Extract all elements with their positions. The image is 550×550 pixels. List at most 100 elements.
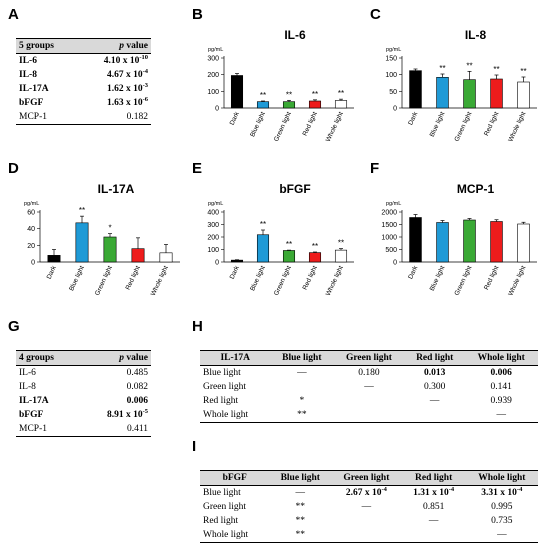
table-g-row-name: IL-17A bbox=[19, 396, 49, 406]
table-cell: 1.31 x 10-4 bbox=[413, 486, 455, 498]
table-a-row-value: 1.63 x 10-6 bbox=[106, 96, 148, 108]
significance-label: ** bbox=[79, 206, 85, 215]
table-a-row-value: 4.10 x 10-10 bbox=[103, 54, 148, 66]
chart-il6: IL-6 pg/mL 0 100 200 300 Dark ** Blue light ** Gre… bbox=[207, 28, 354, 143]
table-g: 4 groups p value IL-6 0.485 IL-8 0.082 IL-… bbox=[16, 350, 151, 437]
bar bbox=[517, 81, 530, 109]
table-h-col-header: Red light bbox=[404, 350, 465, 366]
table-h-col-header: IL-17A bbox=[200, 350, 271, 366]
table-a-header: 5 groups p value bbox=[16, 38, 151, 54]
table-row: IL-6 0.485 bbox=[16, 366, 151, 381]
table-g-row-name: MCP-1 bbox=[16, 422, 79, 437]
panel-label-f: F bbox=[370, 160, 380, 177]
significance-label: ** bbox=[439, 64, 445, 73]
table-row-label: Blue light bbox=[203, 368, 241, 378]
significance-label: ** bbox=[312, 90, 318, 99]
table-cell bbox=[333, 408, 405, 423]
table-a-row-value: 1.62 x 10-3 bbox=[106, 82, 148, 94]
x-tick-label: Whole light bbox=[325, 111, 345, 143]
panel-label-i: I bbox=[192, 438, 197, 455]
table-row: Red light * — 0.939 bbox=[200, 394, 538, 408]
significance-label: ** bbox=[338, 239, 344, 248]
x-tick-label: Green light bbox=[454, 111, 474, 143]
table-i-col-header: Whole light bbox=[465, 470, 538, 486]
table-cell bbox=[401, 528, 466, 543]
bar bbox=[230, 75, 244, 109]
y-tick-label: 100 bbox=[385, 72, 397, 79]
significance-label: ** bbox=[312, 242, 318, 251]
y-tick-label: 200 bbox=[207, 235, 219, 242]
bar bbox=[282, 101, 296, 109]
table-row: Green light ** — 0.851 0.995 bbox=[200, 500, 538, 514]
table-cell bbox=[331, 528, 402, 543]
table-h-header: IL-17A Blue light Green light Red light … bbox=[200, 350, 538, 366]
panel-label-b: B bbox=[192, 6, 203, 23]
table-row: bFGF 1.63 x 10-6 bbox=[16, 96, 151, 110]
x-tick-label: Dark bbox=[407, 110, 419, 126]
unit-label: pg/mL bbox=[386, 201, 401, 207]
table-g-row-value: 0.485 bbox=[126, 368, 148, 378]
significance-label: ** bbox=[338, 89, 344, 98]
significance-label: ** bbox=[260, 220, 266, 229]
x-tick-label: Green light bbox=[273, 111, 293, 143]
chart-title: bFGF bbox=[279, 182, 310, 196]
unit-label: pg/mL bbox=[386, 47, 401, 53]
table-cell: — bbox=[464, 408, 538, 423]
x-tick-label: Red light bbox=[302, 265, 319, 291]
bar bbox=[517, 223, 530, 263]
x-tick-label: Dark bbox=[229, 264, 241, 280]
table-cell: — bbox=[429, 396, 440, 406]
x-tick-label: Red light bbox=[483, 265, 500, 291]
x-tick-label: Whole light bbox=[507, 111, 527, 143]
y-tick-label: 100 bbox=[207, 247, 219, 254]
table-row: bFGF 8.91 x 10-5 bbox=[16, 408, 151, 422]
x-tick-label: Red light bbox=[125, 265, 142, 291]
x-tick-label: Green light bbox=[273, 265, 293, 297]
bar bbox=[256, 234, 270, 263]
unit-label: pg/mL bbox=[208, 201, 223, 207]
table-i-header: bFGF Blue light Green light Red light Wh… bbox=[200, 470, 538, 486]
x-tick-label: Blue light bbox=[249, 265, 267, 292]
table-row-label: Red light bbox=[203, 516, 239, 526]
y-tick-label: 150 bbox=[385, 56, 397, 63]
table-row: Red light ** — 0.735 bbox=[200, 514, 538, 528]
y-tick-label: 500 bbox=[385, 247, 397, 254]
table-row-label: Whole light bbox=[200, 408, 271, 423]
table-cell: — bbox=[364, 382, 374, 392]
bar bbox=[463, 219, 476, 263]
panel-label-h: H bbox=[192, 318, 203, 335]
table-cell: — bbox=[361, 502, 372, 512]
table-i-col-header: Green light bbox=[331, 470, 402, 486]
table-cell bbox=[404, 408, 465, 423]
chart-mcp1: MCP-1 pg/mL 0 500 1000 1500 2000 Dark Blue light… bbox=[381, 182, 537, 297]
bar bbox=[308, 100, 322, 109]
table-g-row-name: IL-8 bbox=[19, 382, 36, 392]
y-tick-label: 300 bbox=[207, 222, 219, 229]
table-cell: 0.006 bbox=[490, 368, 512, 378]
significance-label: ** bbox=[260, 91, 266, 100]
table-g-header-p: p value bbox=[78, 350, 151, 366]
table-g-header-group: 4 groups bbox=[16, 350, 79, 366]
table-g-row-name: bFGF bbox=[19, 410, 44, 420]
table-row: Blue light — 2.67 x 10-4 1.31 x 10-4 3.31 x … bbox=[200, 486, 538, 501]
significance-label: * bbox=[108, 224, 111, 233]
chart-il17a: IL-17A pg/mL 0 20 40 60 Dark ** Blue light * Green… bbox=[24, 182, 180, 297]
table-h-col-header: Green light bbox=[333, 350, 405, 366]
bar bbox=[334, 100, 348, 109]
table-h-col-header: Whole light bbox=[464, 350, 538, 366]
table-cell: 0.735 bbox=[491, 516, 513, 526]
bar bbox=[409, 70, 422, 109]
y-tick-label: 300 bbox=[207, 56, 219, 63]
table-row-label: Whole light bbox=[200, 528, 270, 543]
panel-label-c: C bbox=[370, 6, 381, 23]
table-row-label: Red light bbox=[203, 396, 239, 406]
chart-title: MCP-1 bbox=[457, 182, 495, 196]
table-cell: ** bbox=[269, 528, 332, 543]
panel-label-a: A bbox=[8, 6, 19, 23]
unit-label: pg/mL bbox=[24, 201, 39, 207]
table-cell: 0.851 bbox=[422, 502, 445, 512]
bar bbox=[75, 222, 89, 263]
table-row: IL-17A 0.006 bbox=[16, 394, 151, 408]
x-tick-label: Blue light bbox=[429, 265, 447, 292]
x-tick-label: Blue light bbox=[429, 111, 447, 138]
